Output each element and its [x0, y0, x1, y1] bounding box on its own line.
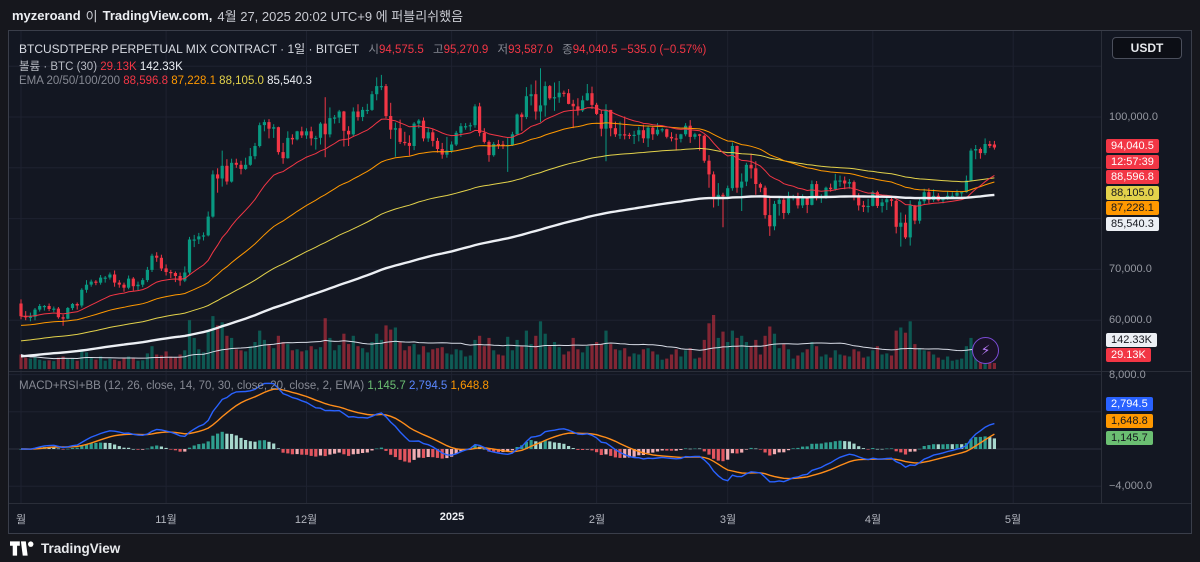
high-label: 고 [432, 44, 444, 56]
macd-axis-label: 8,000.0 [1109, 369, 1146, 381]
footer-bar: TradingView [0, 534, 1200, 562]
currency-toggle-button[interactable]: USDT [1112, 37, 1182, 59]
time-axis-label: 월 [15, 514, 27, 526]
macd-axis-label: −4,000.0 [1109, 480, 1153, 492]
price-axis-label: 100,000.0 [1109, 111, 1158, 123]
time-axis-label: 4월 [864, 514, 882, 526]
main-price-chart[interactable] [9, 31, 1101, 371]
macd-hist-value: 1,145.7 [367, 380, 406, 392]
high-value: 95,270.9 [443, 44, 489, 56]
macd-pane[interactable] [9, 371, 1101, 503]
open-label: 시 [368, 44, 379, 56]
price-axis-label: 70,000.0 [1109, 263, 1152, 275]
chart-container: BTCUSDTPERP PERPETUAL MIX CONTRACT · 1일 … [8, 30, 1192, 534]
price-tag: 87,228.1 [1106, 201, 1159, 215]
volume-ma: 142.33K [139, 61, 183, 73]
symbol-legend: BTCUSDTPERP PERPETUAL MIX CONTRACT · 1일 … [19, 40, 706, 57]
volume-tag: 142.33K [1106, 333, 1157, 347]
price-tag: 88,596.8 [1106, 170, 1159, 184]
boost-icon[interactable]: ⚡ [972, 337, 999, 364]
symbol-title[interactable]: BTCUSDTPERP PERPETUAL MIX CONTRACT · 1일 … [19, 42, 360, 56]
macd-name[interactable]: MACD+RSI+BB (12, 26, close, 14, 70, 30, … [19, 380, 365, 392]
change-value: −535.0 (−0.57%) [620, 44, 707, 56]
time-axis-label: 5월 [1004, 514, 1022, 526]
volume-current: 29.13K [100, 61, 137, 73]
ema100-value: 88,105.0 [219, 75, 264, 87]
ema-name[interactable]: EMA 20/50/100/200 [19, 75, 121, 87]
volume-name[interactable]: 볼륨 · BTC (30) [19, 61, 98, 73]
volume-tag: 29.13K [1106, 348, 1151, 362]
publisher-username[interactable]: myzeroand [12, 7, 81, 23]
ema20-value: 88,596.8 [123, 75, 168, 87]
macd-legend: MACD+RSI+BB (12, 26, close, 14, 70, 30, … [19, 380, 489, 392]
time-axis-label: 2025 [439, 511, 465, 523]
macd-tag: 1,145.7 [1106, 431, 1153, 445]
price-tag: 94,040.5 [1106, 139, 1159, 153]
ema50-value: 87,228.1 [171, 75, 216, 87]
time-axis-label: 2월 [588, 514, 606, 526]
volume-legend: 볼륨 · BTC (30) 29.13K 142.33K [19, 58, 183, 74]
price-tag: 12:57:39 [1106, 155, 1159, 169]
publish-timestamp: 4월 27, 2025 20:02 UTC+9 에 퍼블리쉬했음 [217, 8, 464, 24]
macd-line-value: 2,794.5 [408, 380, 448, 392]
macd-signal-value: 1,648.8 [450, 380, 489, 392]
ema200-value: 85,540.3 [267, 75, 312, 87]
pane-separator[interactable] [9, 371, 1191, 372]
ema-legend: EMA 20/50/100/200 88,596.8 87,228.1 88,1… [19, 75, 312, 87]
low-value: 93,587.0 [508, 44, 553, 56]
site-link[interactable]: TradingView.com, [102, 7, 213, 23]
tradingview-logo-icon[interactable] [10, 540, 34, 556]
time-axis-label: 11월 [155, 514, 177, 526]
macd-tag: 1,648.8 [1106, 414, 1153, 428]
close-label: 종 [562, 44, 573, 56]
price-axis[interactable]: USDT 100,000.0 70,000.0 60,000.0 94,040.5 12… [1101, 31, 1191, 503]
time-axis-label: 3월 [719, 514, 737, 526]
price-tag: 88,105.0 [1106, 186, 1159, 200]
publish-bar: myzeroand 이 TradingView.com, 4월 27, 2025… [0, 0, 1200, 30]
open-value: 94,575.5 [379, 44, 424, 56]
price-axis-label: 60,000.0 [1109, 314, 1152, 326]
publish-particle: 이 [85, 8, 98, 24]
plot-area: BTCUSDTPERP PERPETUAL MIX CONTRACT · 1일 … [9, 31, 1191, 503]
low-label: 저 [497, 44, 509, 56]
tradingview-brand[interactable]: TradingView [41, 540, 121, 556]
macd-tag: 2,794.5 [1106, 397, 1153, 411]
time-axis[interactable]: 월 11월 12월 2025 2월 3월 4월 5월 [9, 503, 1191, 533]
price-tag: 85,540.3 [1106, 217, 1159, 231]
close-value: 94,040.5 [572, 44, 618, 56]
time-axis-label: 12월 [294, 514, 318, 526]
